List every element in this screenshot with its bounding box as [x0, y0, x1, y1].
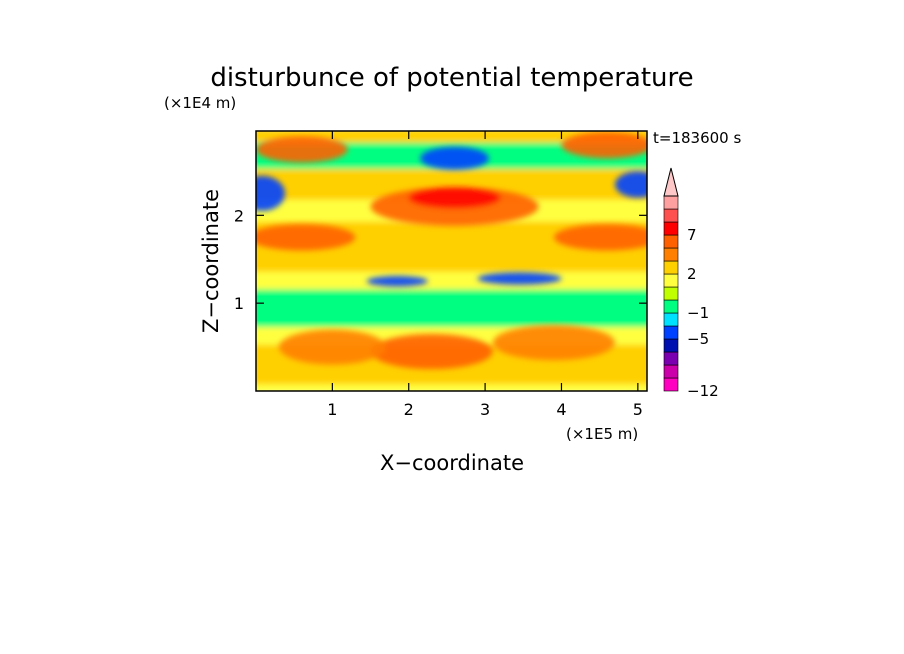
x-tick-label: 2 — [404, 400, 414, 419]
colorbar-swatch — [663, 247, 679, 262]
colorbar-arrow — [663, 167, 679, 197]
colorbar-swatch — [663, 325, 679, 340]
x-tick-label: 3 — [480, 400, 490, 419]
colorbar-swatch — [663, 312, 679, 327]
colorbar-swatch — [663, 273, 679, 288]
colorbar-swatch — [663, 286, 679, 301]
colorbar-swatch — [663, 351, 679, 366]
colorbar-label: 2 — [687, 265, 697, 283]
chart-title: disturbunce of potential temperature — [210, 63, 693, 93]
colorbar-swatch — [663, 221, 679, 236]
time-label: t=183600 s — [653, 129, 741, 147]
plot-frame — [255, 130, 648, 392]
colorbar-label: −12 — [687, 382, 719, 400]
colorbar-swatch — [663, 234, 679, 249]
colorbar-label: −1 — [687, 304, 709, 322]
y-axis-title: Z−coordinate — [199, 189, 223, 333]
colorbar-label: 7 — [687, 226, 697, 244]
colorbar-label: −5 — [687, 330, 709, 348]
x-axis: 1 2 3 4 5 — [327, 131, 643, 419]
colorbar-swatch — [663, 260, 679, 275]
x-unit-label: (×1E5 m) — [566, 425, 638, 443]
colorbar-swatch — [663, 364, 679, 379]
colorbar-swatch — [663, 338, 679, 353]
contour-field — [256, 131, 647, 391]
colorbar: −12−5−127 — [663, 167, 719, 400]
y-tick-label: 1 — [234, 294, 244, 313]
x-tick-label: 1 — [327, 400, 337, 419]
x-tick-label: 5 — [633, 400, 643, 419]
y-unit-label: (×1E4 m) — [164, 94, 236, 112]
y-tick-label: 2 — [234, 206, 244, 225]
y-axis: 12 — [234, 206, 647, 313]
colorbar-swatch — [663, 208, 679, 223]
x-tick-label: 4 — [556, 400, 566, 419]
x-axis-title: X−coordinate — [380, 451, 524, 475]
colorbar-swatch — [663, 195, 679, 210]
colorbar-swatch — [663, 299, 679, 314]
colorbar-swatch — [663, 377, 679, 392]
